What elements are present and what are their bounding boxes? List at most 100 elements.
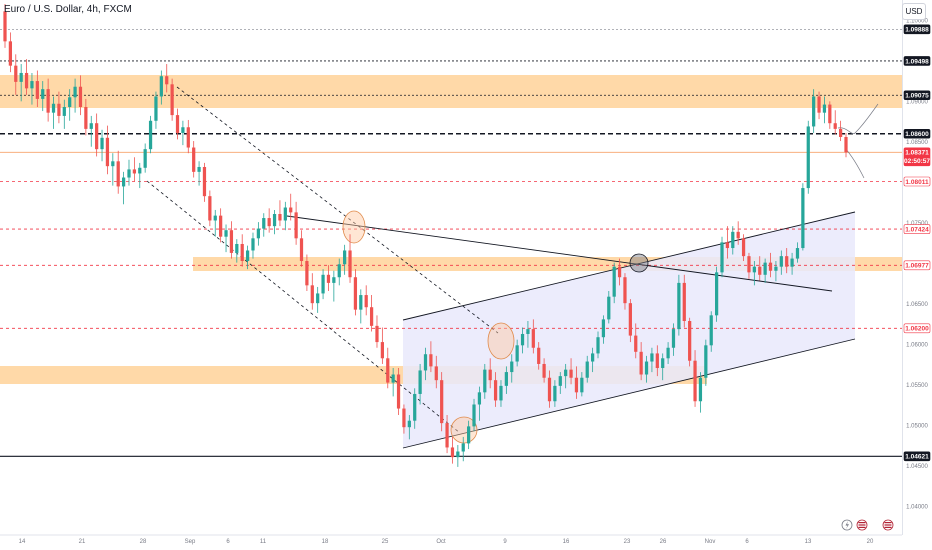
candle [801, 183, 805, 251]
us-flag-icon[interactable] [856, 519, 868, 531]
candle [450, 436, 455, 464]
candle [41, 81, 45, 112]
candle [828, 101, 832, 129]
price-level-value: 1.06977 [905, 263, 929, 270]
us-flag-icon[interactable] [882, 519, 894, 531]
candle [305, 254, 309, 292]
candle [256, 222, 260, 246]
price-level-label: 1.06977 [903, 260, 931, 271]
candle [822, 96, 827, 124]
candle [768, 252, 773, 278]
candle [812, 89, 816, 133]
candle [332, 270, 336, 302]
price-tick-label: 1.05500 [906, 383, 928, 389]
candle [763, 258, 767, 283]
candle [283, 201, 287, 231]
descending-resistance-line [286, 215, 833, 292]
footer-icons [841, 519, 894, 531]
candle [375, 315, 379, 348]
price-level-value: 1.08600 [905, 131, 929, 138]
time-tick-label: 13 [805, 539, 812, 545]
candle [68, 89, 72, 121]
wedge-upper-dashed-line [176, 86, 499, 334]
candle [747, 252, 751, 279]
candle [547, 370, 552, 408]
candle [790, 252, 794, 275]
candle [499, 380, 503, 407]
candle [504, 366, 508, 394]
candle [14, 54, 18, 95]
candle [682, 274, 686, 328]
candle [833, 110, 837, 135]
candle [181, 120, 185, 146]
candle [343, 244, 347, 275]
candle [192, 141, 196, 178]
candle [429, 341, 433, 373]
candle [526, 321, 530, 348]
candle [731, 226, 735, 255]
candle [456, 445, 460, 467]
candle [844, 132, 848, 158]
candle [617, 258, 622, 286]
candle [289, 193, 293, 221]
candle [634, 323, 638, 359]
currency-button[interactable]: USD [902, 3, 926, 20]
candle [418, 363, 422, 405]
candle [116, 150, 120, 194]
candle [89, 115, 93, 147]
candle [364, 285, 368, 316]
price-level-value: 1.08011 [905, 179, 929, 186]
candle [838, 120, 843, 142]
time-tick-label: 9 [503, 539, 507, 545]
price-level-value: 1.08371 [905, 150, 929, 157]
candle [434, 355, 438, 389]
trend-drawings [146, 86, 879, 449]
price-tick-label: 1.06000 [906, 343, 928, 349]
candle [752, 261, 756, 286]
candle [655, 345, 659, 377]
candle [159, 70, 163, 105]
candle [396, 368, 401, 416]
candle [666, 342, 670, 364]
candle [774, 261, 778, 282]
candle [493, 372, 498, 407]
price-level-value: 1.07424 [905, 226, 929, 233]
channel-lower-line [402, 338, 856, 449]
candle [369, 295, 374, 332]
price-level-label: 1.06200 [903, 323, 931, 334]
candle [391, 368, 395, 397]
candle [272, 209, 277, 235]
upper-supply-zone [0, 75, 902, 108]
candle [650, 347, 654, 373]
candle [386, 347, 390, 389]
price-tick-label: 1.10000 [906, 18, 928, 24]
price-tick-label: 1.06500 [906, 302, 928, 308]
candle [693, 350, 697, 407]
candle [644, 355, 649, 383]
candle [359, 289, 363, 324]
candle [229, 221, 234, 259]
countdown-label: 02:50:57 [904, 158, 930, 165]
candle [402, 404, 406, 434]
candle [698, 372, 703, 413]
touch-circle-3 [450, 416, 478, 444]
price-level-value: 1.06200 [905, 326, 929, 333]
candle [73, 78, 77, 113]
time-tick-label: 6 [226, 539, 230, 545]
candle [219, 208, 223, 243]
candlesticks [3, 4, 848, 467]
candle [795, 242, 800, 263]
candle [100, 129, 104, 162]
candle [294, 201, 298, 245]
candle [170, 78, 174, 121]
time-tick-label: 28 [140, 539, 147, 545]
candle [35, 70, 39, 107]
lightning-icon[interactable] [841, 519, 853, 531]
candle [440, 372, 444, 432]
touch-circle-2 [487, 322, 515, 360]
candle [213, 209, 217, 237]
channel-upper-line [402, 211, 856, 321]
symbol-title[interactable]: Euro / U.S. Dollar, 4h, FXCM [4, 4, 132, 15]
